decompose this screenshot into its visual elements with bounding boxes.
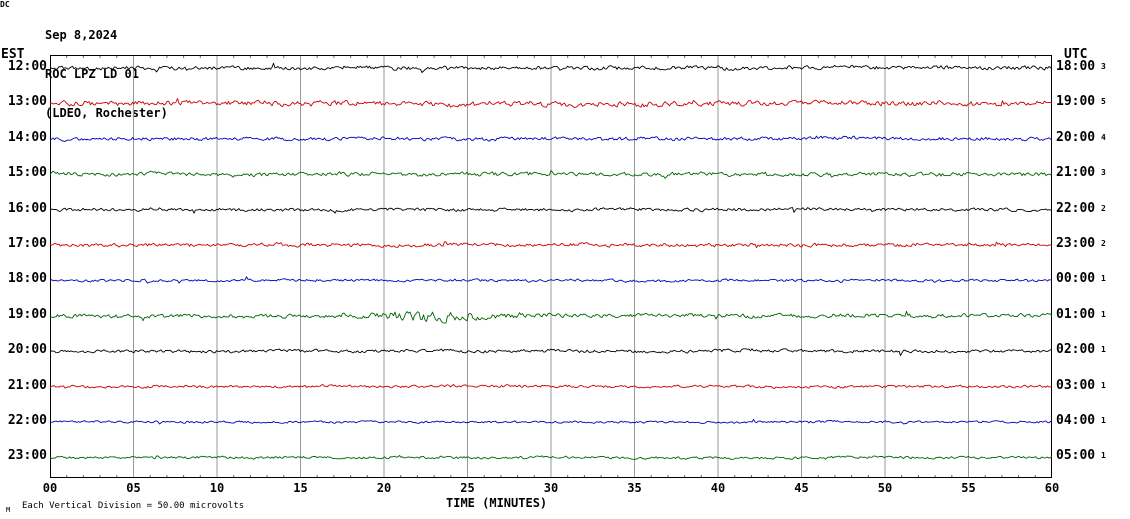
est-time-label: 12:00 [7, 59, 47, 74]
dc-value: 3 [1101, 168, 1106, 178]
est-time-label: 23:00 [7, 448, 47, 464]
x-tick-label: 20 [376, 481, 392, 495]
utc-time-label: 02:00 [1056, 342, 1096, 358]
seismogram-trace-row-2000 [49, 348, 1053, 356]
seismogram-trace-row-2200 [49, 419, 1053, 425]
est-time-label: 14:00 [7, 129, 47, 145]
utc-time-label: 01:00 [1056, 306, 1096, 322]
est-time-label: 20:00 [7, 342, 47, 358]
est-time-label: 16:00 [7, 200, 47, 216]
dc-value: 2 [1101, 203, 1106, 213]
est-time-label: 13:00 [7, 94, 47, 110]
seismogram-trace-row-1700 [49, 241, 1053, 249]
seismogram-trace-row-1200 [49, 62, 1053, 73]
est-time-label: 19:00 [7, 306, 47, 322]
utc-time-label: 04:00 [1056, 413, 1096, 428]
utc-time-label: 23:00 [1056, 236, 1096, 251]
dc-value: 4 [1101, 132, 1106, 142]
title-date: Sep 8,2024 [45, 28, 118, 42]
est-time-label: 17:00 [7, 236, 47, 251]
utc-time-label: 03:00 [1056, 377, 1096, 393]
utc-time-label: 05:00 [1056, 448, 1096, 464]
dc-value: 5 [1101, 97, 1106, 107]
seismogram-trace-row-1900 [49, 310, 1053, 324]
seismogram-trace-row-2300 [49, 455, 1053, 460]
utc-time-label: 21:00 [1056, 165, 1096, 181]
seismogram-traces-svg [49, 55, 1053, 478]
utc-time-label: 19:00 [1056, 94, 1096, 110]
vertical-division-note: Each Vertical Division = 50.00 microvolt… [22, 501, 245, 511]
seismogram-trace-row-1400 [49, 135, 1053, 143]
dc-value: 2 [1101, 239, 1106, 248]
dc-value: 1 [1101, 274, 1106, 284]
est-time-label: 15:00 [7, 165, 47, 181]
x-tick-label: 55 [961, 481, 976, 495]
x-tick-label: 25 [460, 481, 475, 495]
x-tick-label: 50 [877, 481, 893, 495]
seismogram-trace-row-1600 [49, 207, 1053, 214]
dc-column-title: DC [0, 0, 10, 9]
dc-value: 1 [1101, 451, 1106, 461]
x-tick-label: 00 [42, 481, 58, 495]
seismogram-plot [49, 55, 1053, 478]
plot-border [50, 55, 1052, 478]
x-tick-label: 15 [293, 481, 308, 495]
dc-value: 1 [1101, 380, 1106, 390]
seismogram-trace-row-1800 [49, 276, 1053, 284]
utc-time-label: 22:00 [1056, 200, 1096, 216]
footer-prefix: M [6, 506, 11, 514]
utc-time-label: 20:00 [1056, 129, 1096, 145]
x-axis-label: TIME (MINUTES) [446, 496, 548, 510]
x-tick-label: 45 [794, 481, 809, 495]
dc-value: 1 [1101, 309, 1106, 319]
dc-value: 3 [1101, 62, 1106, 71]
right-axis-title: UTC [1064, 47, 1088, 62]
dc-value: 1 [1101, 416, 1106, 425]
est-time-label: 22:00 [7, 413, 47, 428]
utc-time-label: 18:00 [1056, 59, 1096, 74]
dc-value: 1 [1101, 345, 1106, 355]
x-tick-label: 60 [1044, 481, 1060, 495]
seismogram-trace-row-1500 [49, 170, 1053, 179]
utc-time-label: 00:00 [1056, 271, 1096, 287]
x-tick-label: 10 [209, 481, 225, 495]
left-axis-title: EST [1, 47, 25, 62]
x-tick-label: 05 [126, 481, 141, 495]
seismogram-trace-row-2100 [49, 384, 1053, 390]
seismogram-trace-row-1300 [49, 98, 1053, 108]
est-time-label: 21:00 [7, 377, 47, 393]
est-time-label: 18:00 [7, 271, 47, 287]
x-tick-label: 35 [627, 481, 642, 495]
title-location: (LDEO, Rochester) [45, 106, 168, 120]
x-tick-label: 30 [543, 481, 559, 495]
x-tick-label: 40 [710, 481, 726, 495]
